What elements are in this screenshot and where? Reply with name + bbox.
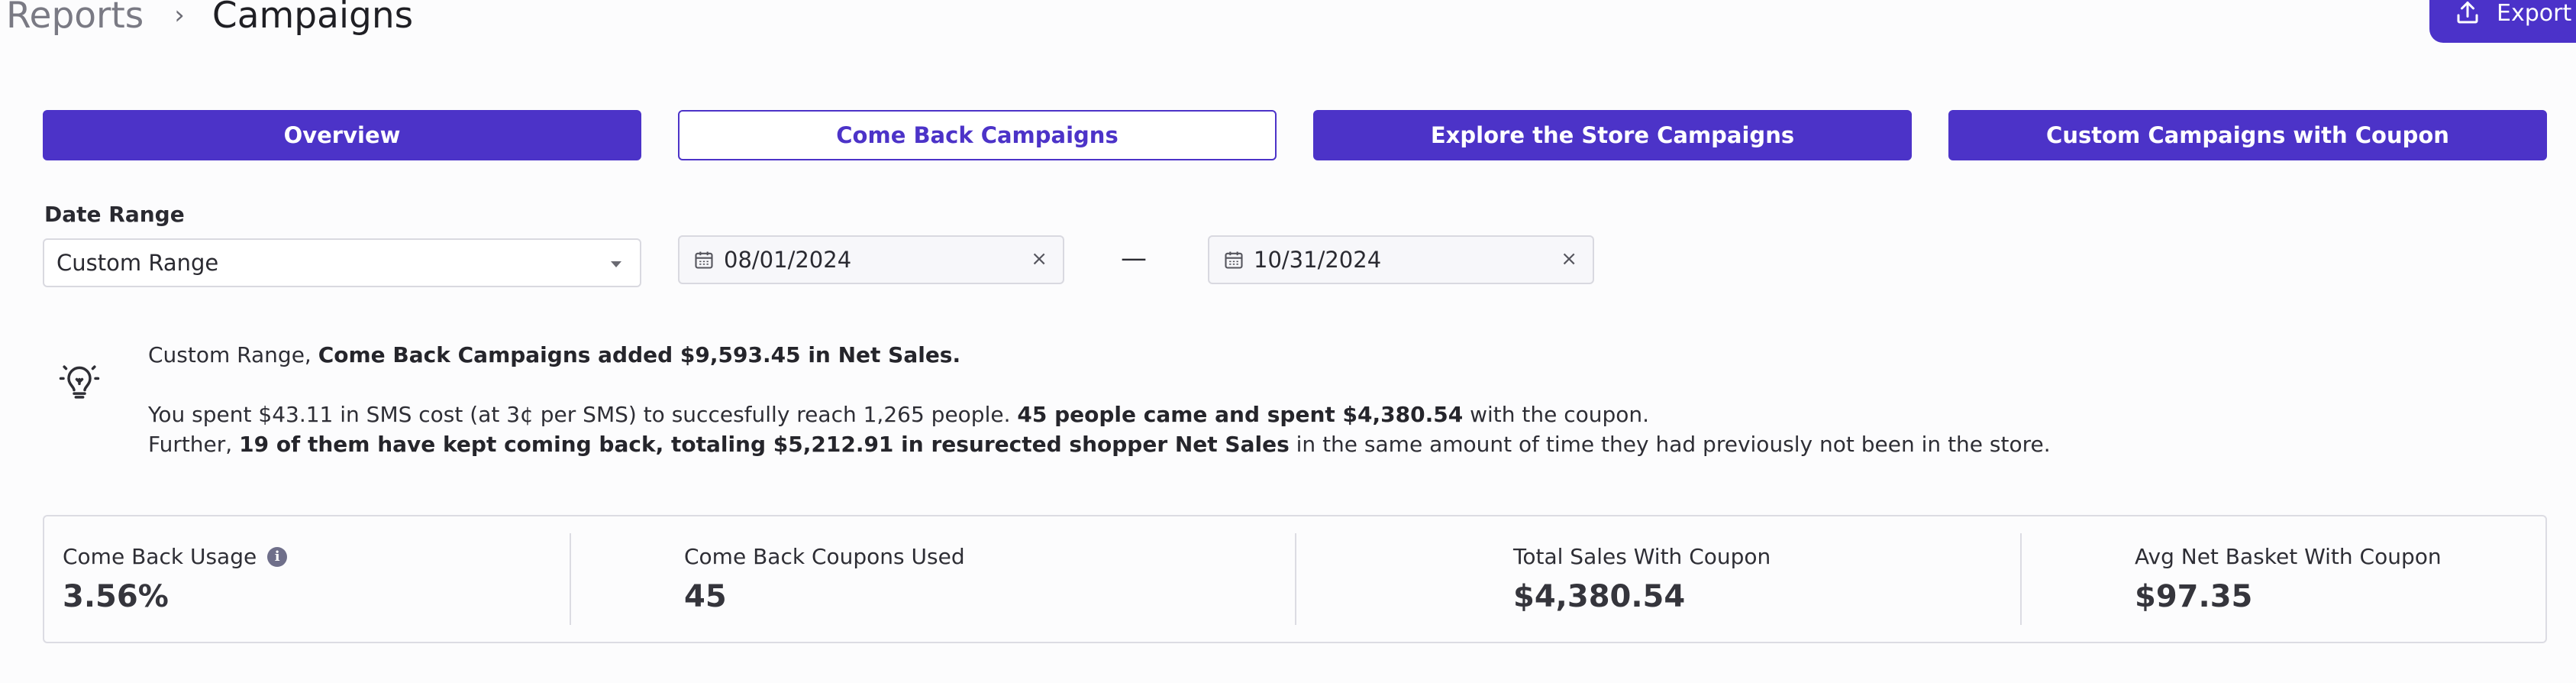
campaign-tabs: Overview Come Back Campaigns Explore the… bbox=[43, 110, 2547, 160]
stat-value: $4,380.54 bbox=[1513, 579, 1686, 614]
upload-icon bbox=[2457, 2, 2478, 24]
page-title: Campaigns bbox=[211, 0, 414, 37]
info-icon[interactable]: i bbox=[267, 546, 288, 567]
date-range-separator: — bbox=[1121, 243, 1147, 274]
close-icon[interactable]: × bbox=[1031, 248, 1048, 270]
stat-value: 3.56% bbox=[63, 579, 169, 614]
date-range-select[interactable]: Custom Range bbox=[43, 238, 641, 287]
stat-label: Avg Net Basket With Coupon bbox=[2135, 544, 2442, 569]
stat-label: Come Back Usage i bbox=[63, 544, 288, 569]
insight-summary-prefix: Custom Range, bbox=[148, 342, 318, 367]
end-date-input[interactable]: 10/31/2024 × bbox=[1208, 235, 1594, 284]
breadcrumb: Reports › Campaigns bbox=[6, 0, 413, 46]
date-range-label: Date Range bbox=[44, 202, 185, 227]
insight-sms-detail: You spent $43.11 in SMS cost (at 3¢ per … bbox=[148, 402, 1649, 427]
insight-sms-text: You spent $43.11 in SMS cost (at 3¢ per … bbox=[148, 402, 1018, 427]
stats-panel: Come Back Usage i 3.56% Come Back Coupon… bbox=[43, 515, 2547, 643]
export-button-label: Export bbox=[2497, 0, 2572, 27]
tab-explore-the-store-campaigns[interactable]: Explore the Store Campaigns bbox=[1313, 110, 1912, 160]
tab-custom-campaigns-with-coupon[interactable]: Custom Campaigns with Coupon bbox=[1948, 110, 2547, 160]
chevron-right-icon: › bbox=[174, 0, 185, 31]
calendar-icon bbox=[695, 251, 713, 269]
insight-return-suffix: in the same amount of time they had prev… bbox=[1289, 432, 2051, 457]
insight-return-prefix: Further, bbox=[148, 432, 240, 457]
stat-label: Come Back Coupons Used bbox=[684, 544, 965, 569]
calendar-icon bbox=[1225, 251, 1243, 269]
close-icon[interactable]: × bbox=[1561, 248, 1577, 270]
stat-divider bbox=[570, 533, 571, 625]
insight-summary-highlight: Come Back Campaigns added $9,593.45 in N… bbox=[318, 342, 961, 367]
breadcrumb-reports-link[interactable]: Reports bbox=[6, 0, 144, 37]
date-range-selected-value: Custom Range bbox=[56, 250, 219, 276]
stat-value: 45 bbox=[684, 579, 727, 614]
end-date-value: 10/31/2024 bbox=[1254, 247, 1382, 273]
stat-value: $97.35 bbox=[2135, 579, 2253, 614]
page-header: Reports › Campaigns Export bbox=[0, 0, 2576, 61]
insight-return-highlight: 19 of them have kept coming back, totali… bbox=[239, 432, 1290, 457]
lightbulb-icon bbox=[59, 365, 100, 399]
insight-return-detail: Further, 19 of them have kept coming bac… bbox=[148, 432, 2051, 457]
export-button[interactable]: Export bbox=[2429, 0, 2576, 43]
stat-divider bbox=[2020, 533, 2022, 625]
tab-come-back-campaigns[interactable]: Come Back Campaigns bbox=[678, 110, 1277, 160]
insight-panel: Custom Range, Come Back Campaigns added … bbox=[43, 321, 2547, 481]
insight-sms-suffix: with the coupon. bbox=[1463, 402, 1650, 427]
start-date-input[interactable]: 08/01/2024 × bbox=[678, 235, 1064, 284]
insight-summary: Custom Range, Come Back Campaigns added … bbox=[148, 342, 960, 367]
stat-divider bbox=[1295, 533, 1296, 625]
start-date-value: 08/01/2024 bbox=[724, 247, 852, 273]
stat-label-text: Come Back Usage bbox=[63, 544, 257, 569]
tab-overview[interactable]: Overview bbox=[43, 110, 641, 160]
stat-label: Total Sales With Coupon bbox=[1513, 544, 1771, 569]
chevron-down-icon bbox=[611, 261, 621, 267]
insight-sms-highlight: 45 people came and spent $4,380.54 bbox=[1017, 402, 1464, 427]
